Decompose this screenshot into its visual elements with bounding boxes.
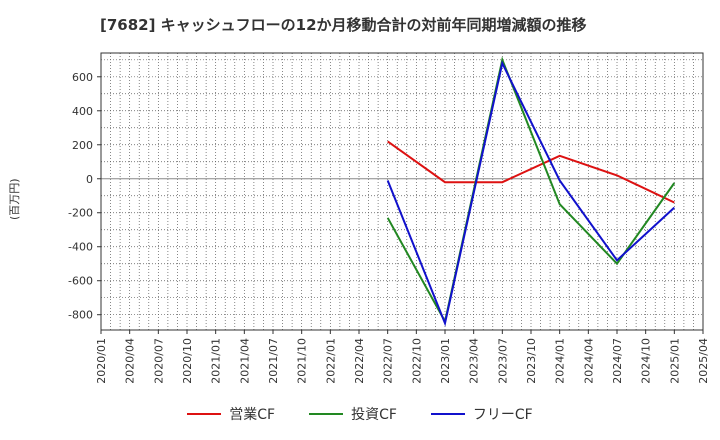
- x-tick-label: 2023/01: [439, 338, 452, 384]
- x-tick-label: 2023/07: [496, 338, 509, 384]
- y-tick-label: -800: [68, 309, 93, 322]
- series-line-free-cf: [386, 60, 675, 327]
- legend-swatch-operating-cf: [187, 413, 222, 415]
- series-line-operating-cf: [387, 140, 675, 204]
- y-tick-label: -600: [68, 275, 93, 288]
- x-tick-label: 2020/04: [124, 338, 137, 384]
- x-tick-label: 2021/01: [210, 338, 223, 384]
- y-tick-label: -400: [68, 241, 93, 254]
- x-tick-label: 2023/10: [525, 338, 538, 384]
- x-tick-label: 2024/04: [582, 338, 595, 384]
- x-tick-label: 2020/07: [152, 338, 165, 384]
- y-tick-label: 600: [72, 71, 93, 84]
- plot-frame: [100, 52, 704, 331]
- x-tick-label: 2024/01: [554, 338, 567, 384]
- legend-item-investing-cf: 投資CF: [309, 404, 397, 424]
- legend-swatch-free-cf: [430, 413, 465, 415]
- x-tick-label: 2022/07: [382, 338, 395, 384]
- legend-swatch-investing-cf: [309, 413, 344, 415]
- y-tick-label: -200: [68, 207, 93, 220]
- y-tick-label: 200: [72, 139, 93, 152]
- plot-area: [101, 53, 703, 330]
- y-tick-label: 0: [86, 173, 93, 186]
- legend-label-free-cf: フリーCF: [472, 407, 533, 423]
- x-tick-label: 2023/04: [468, 338, 481, 384]
- x-tick-label: 2020/01: [95, 338, 108, 384]
- legend: 営業CF 投資CF フリーCF: [0, 404, 720, 424]
- x-tick-label: 2021/07: [267, 338, 280, 384]
- legend-label-operating-cf: 営業CF: [229, 407, 276, 423]
- legend-item-free-cf: フリーCF: [430, 404, 533, 424]
- x-tick-label: 2022/10: [410, 338, 423, 384]
- y-tick-label: 400: [72, 105, 93, 118]
- x-tick-label: 2024/07: [611, 338, 624, 384]
- x-tick-label: 2024/10: [640, 338, 653, 384]
- x-tick-label: 2025/01: [668, 338, 681, 384]
- x-tick-label: 2021/04: [238, 338, 251, 384]
- legend-item-operating-cf: 営業CF: [187, 404, 275, 424]
- x-tick-label: 2021/10: [296, 338, 309, 384]
- x-tick-label: 2025/04: [697, 338, 710, 384]
- x-tick-label: 2022/01: [324, 338, 337, 384]
- chart-title: [7682] キャッシュフローの12か月移動合計の対前年同期増減額の推移: [100, 16, 587, 34]
- x-tick-label: 2022/04: [353, 338, 366, 384]
- x-tick-label: 2020/10: [181, 338, 194, 384]
- legend-label-investing-cf: 投資CF: [351, 407, 397, 423]
